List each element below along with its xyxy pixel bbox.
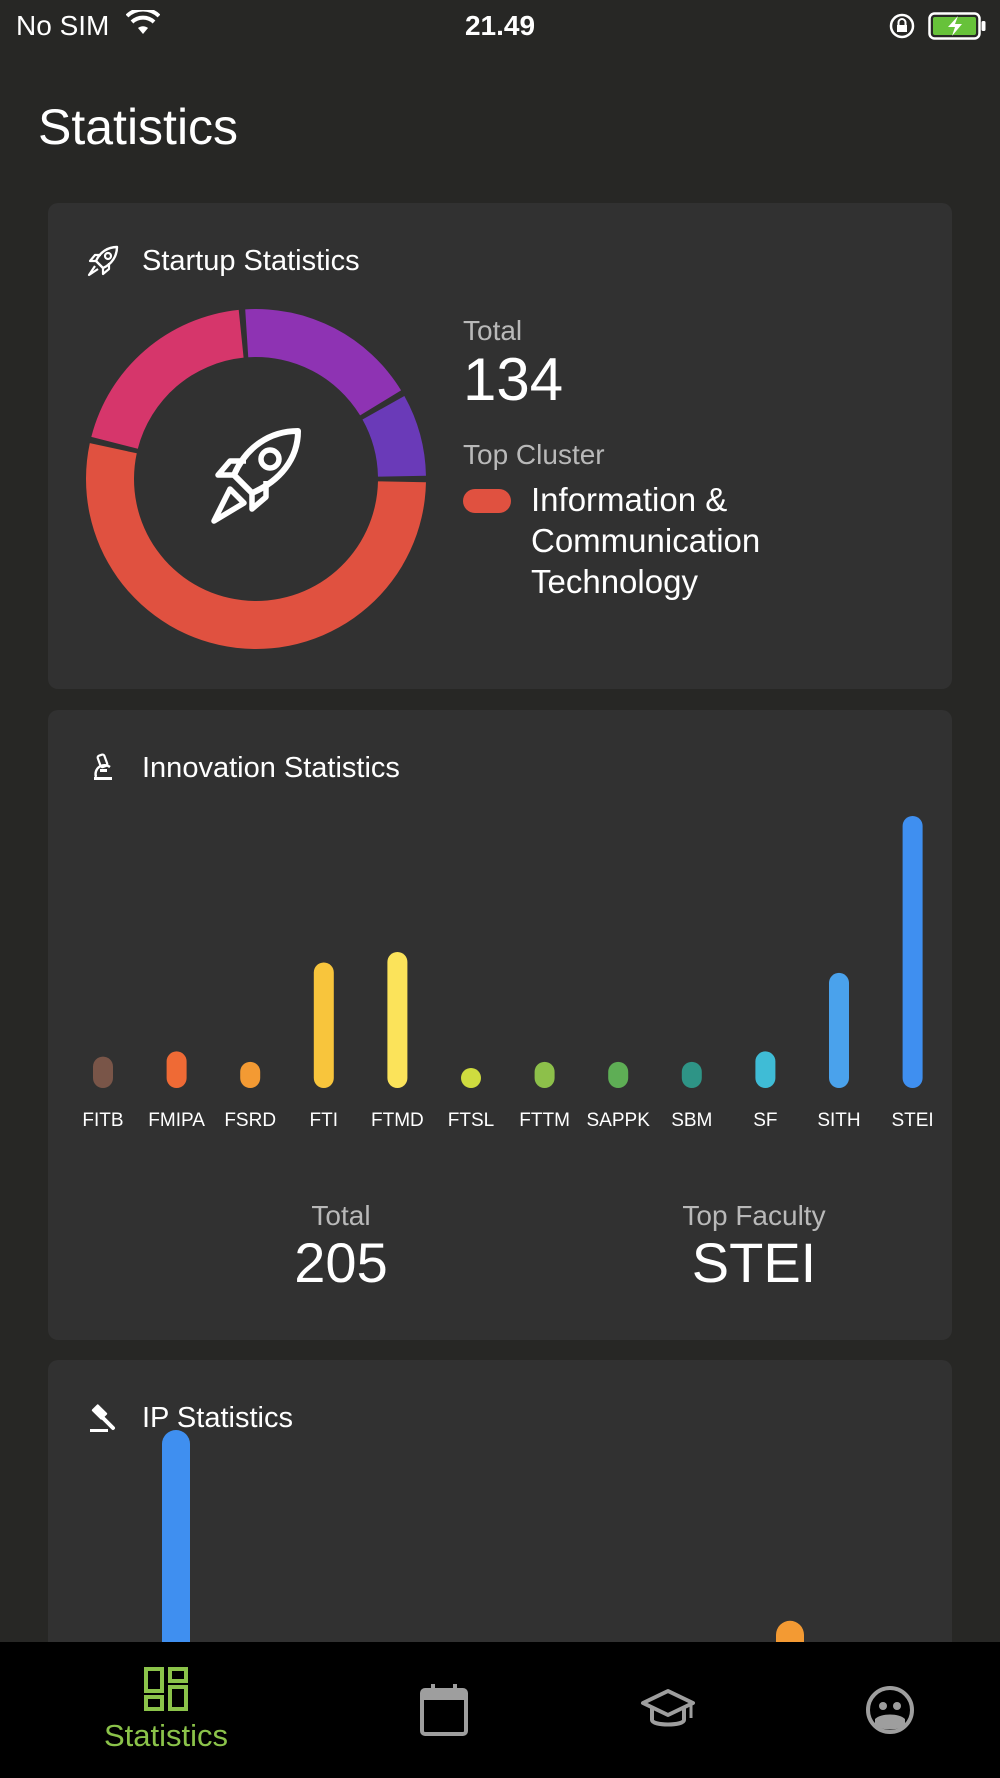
bar-sappk [608,1061,629,1088]
nav-item-profile[interactable] [830,1642,950,1778]
top-faculty-label: Top Faculty [682,1200,826,1231]
bar-ftsl [461,1068,481,1088]
top-cluster-swatch [463,489,511,513]
tick-label-sith: SITH [817,1110,860,1131]
top-cluster-row: Information & Communication Technology [463,479,831,602]
innovation-total: Total 205 [191,1200,491,1294]
bar-fti [313,962,334,1088]
startup-card-title: Startup Statistics [142,244,360,277]
top-cluster-name: Information & Communication Technology [531,481,761,600]
tick-label-stei: STEI [891,1110,933,1131]
bar-sf [755,1051,776,1088]
startup-card-header: Startup Statistics [86,241,360,281]
graduation-cap-icon [641,1689,695,1727]
tick-label-ftmd: FTMD [371,1110,424,1131]
tick-label-fttm: FTTM [519,1110,570,1131]
ip-bar-chart [162,1430,804,1642]
ip-card-header: IP Statistics [86,1398,293,1438]
tick-label-fmipa: FMIPA [148,1110,205,1131]
tick-label-ftsl: FTSL [448,1110,494,1131]
tick-label-sf: SF [753,1110,777,1131]
ip-bar [776,1620,804,1642]
tick-label-fitb: FITB [82,1110,123,1131]
donut-slice [91,309,244,449]
tick-label-fti: FTI [310,1110,339,1131]
dashboard-icon [144,1667,188,1711]
orientation-lock-icon [888,12,916,47]
donut-slice [245,309,402,416]
bottom-navigation: Statistics [0,1642,1000,1778]
tick-label-sbm: SBM [671,1110,712,1131]
bar-stei [902,816,923,1088]
startup-statistics-card: Startup Statistics Total 134 Top Cluster… [48,203,952,689]
innovation-card-header: Innovation Statistics [86,748,400,788]
startup-donut-chart [86,309,426,649]
innovation-total-label: Total [311,1200,371,1231]
nav-item-calendar[interactable] [384,1642,504,1778]
clock: 21.49 [464,10,536,41]
nav-label-statistics: Statistics [103,1718,229,1753]
face-icon [866,1686,914,1734]
bar-sith [829,972,849,1088]
nav-item-statistics[interactable]: Statistics [66,1642,266,1778]
ip-bar [162,1430,190,1642]
innovation-bar-chart: FITB FMIPA FSRD FTI FTMD FTSL FTTM SAPPK SBM SF SI… [82,816,934,1131]
bar-fsrd [240,1061,261,1088]
page-title: Statistics [38,99,239,155]
rocket-icon [211,428,301,524]
status-bar: No SIM 21.49 [0,0,1000,50]
bar-sbm [681,1061,702,1088]
bar-ftmd [387,952,408,1088]
gavel-icon [86,1401,120,1435]
battery-icon [928,12,988,47]
ip-card-title: IP Statistics [142,1401,293,1434]
innovation-summary: Total 205 Top Faculty STEI [48,1200,952,1310]
innovation-statistics-card: Innovation Statistics FITB FMIPA FSRD FTI FT… [48,710,952,1340]
bar-fmipa [166,1051,187,1088]
calendar-icon [420,1684,468,1736]
donut-slice [86,443,426,649]
nav-item-education[interactable] [608,1642,728,1778]
carrier-label: No SIM [16,10,110,41]
innovation-total-value: 205 [294,1231,388,1294]
startup-total-value: 134 [463,346,564,413]
startup-total-label: Total [463,315,523,346]
startup-summary: Total 134 Top Cluster Information & Comm… [463,315,831,602]
bar-fttm [534,1061,555,1088]
innovation-card-title: Innovation Statistics [142,751,400,784]
top-faculty-value: STEI [691,1231,817,1294]
top-cluster-label: Top Cluster [463,439,605,470]
rocket-icon [86,244,120,278]
microscope-icon [86,751,120,785]
bar-fitb [93,1056,113,1088]
tick-label-fsrd: FSRD [224,1110,276,1131]
tick-label-sappk: SAPPK [587,1110,651,1131]
wifi-icon [125,7,161,43]
top-faculty: Top Faculty STEI [604,1200,904,1294]
donut-slice [362,396,426,477]
